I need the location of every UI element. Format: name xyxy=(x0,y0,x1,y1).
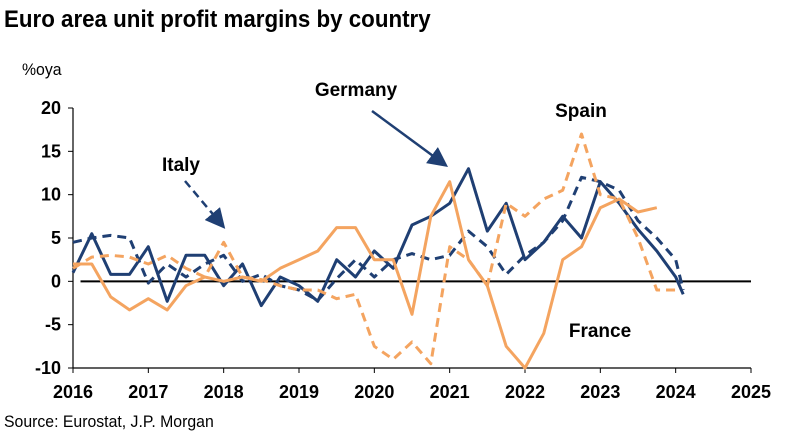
series-line-france xyxy=(73,180,658,370)
y-tick-label: 20 xyxy=(41,98,61,118)
annotation-italy: Italy xyxy=(162,155,200,176)
x-tick-label: 2023 xyxy=(580,382,620,402)
x-tick-label: 2022 xyxy=(505,382,545,402)
x-tick-label: 2016 xyxy=(53,382,93,402)
italy-arrow xyxy=(184,180,226,229)
x-tick-label: 2018 xyxy=(204,382,244,402)
y-tick-label: 5 xyxy=(51,228,61,248)
x-tick-label: 2025 xyxy=(731,382,771,402)
x-tick-label: 2019 xyxy=(279,382,319,402)
annotation-spain: Spain xyxy=(555,101,607,122)
y-tick-label: 10 xyxy=(41,185,61,205)
x-tick-label: 2021 xyxy=(430,382,470,402)
source-note: Source: Eurostat, J.P. Morgan xyxy=(4,412,214,431)
annotation-layer: Germany Italy Spain France xyxy=(162,80,631,342)
y-tick-label: 0 xyxy=(51,271,61,291)
annotation-france: France xyxy=(569,321,631,342)
series-layer xyxy=(71,132,685,370)
annotation-germany: Germany xyxy=(315,80,398,101)
y-tick-label: 15 xyxy=(41,141,61,161)
x-tick-label: 2017 xyxy=(128,382,168,402)
series-line-italy xyxy=(72,175,685,302)
y-tick-label: -5 xyxy=(45,315,61,335)
axes: 20 15 10 5 0 -5 -10 2016 2017 2018 2019 2020 2021 202… xyxy=(35,98,771,402)
y-axis-unit-label: %oya xyxy=(22,60,62,79)
series-line-germany xyxy=(71,167,685,308)
x-tick-label: 2020 xyxy=(354,382,394,402)
chart-title: Euro area unit profit margins by country xyxy=(4,6,431,33)
series-line-spain xyxy=(72,132,676,366)
x-tick-label: 2024 xyxy=(656,382,696,402)
y-tick-label: -10 xyxy=(35,358,61,378)
germany-arrow xyxy=(371,109,449,167)
